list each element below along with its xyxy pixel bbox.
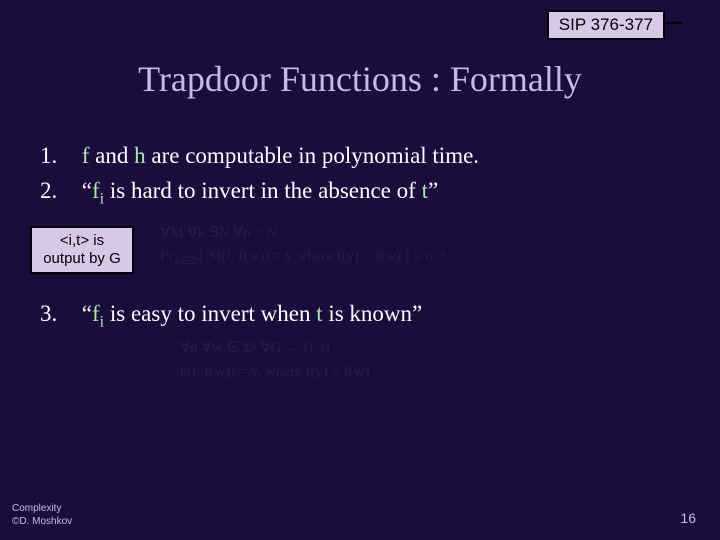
- math-block-hardness: ∀M ∀k ∃N ∀n > N Prw∈Σⁿ[ M(i, f(w)) = y w…: [160, 222, 446, 269]
- sip-label: SIP 376-377: [559, 15, 653, 34]
- item2-f: f: [92, 178, 100, 203]
- callout-line1: <i,t> is: [42, 232, 122, 250]
- page-number: 16: [680, 510, 696, 526]
- item1-and: and: [89, 143, 134, 168]
- math-block-easy: ∀n ∀w ∈ Σⁿ ∀G → (i, t) h(t, f(w)) = y, w…: [180, 336, 370, 384]
- callout-line2: output by G: [42, 250, 122, 268]
- math1-pr: Pr: [160, 248, 173, 264]
- item1-h: h: [134, 143, 146, 168]
- list-item-1: 1. f and h are computable in polynomial …: [40, 140, 690, 171]
- item-number: 2.: [40, 175, 76, 206]
- item2-q1: “: [82, 178, 92, 203]
- footer-line1: Complexity: [12, 502, 72, 515]
- item-number: 1.: [40, 140, 76, 171]
- item3-mid: is easy to invert when: [104, 301, 316, 326]
- sip-reference-box: SIP 376-377: [547, 10, 665, 40]
- item-number: 3.: [40, 298, 76, 329]
- math1-rest: [ M(i, f(w)) = y where f(y) = f(w) ] ≤ n…: [200, 248, 446, 264]
- slide-title: Trapdoor Functions : Formally: [0, 58, 720, 100]
- math1-sub: w∈Σⁿ: [173, 256, 199, 267]
- math1-line1: ∀M ∀k ∃N ∀n > N: [160, 222, 446, 245]
- sip-connector-line: [665, 22, 682, 24]
- footer: Complexity ©D. Moshkov: [12, 502, 72, 528]
- item2-mid: is hard to invert in the absence of: [104, 178, 421, 203]
- footer-line2: ©D. Moshkov: [12, 515, 72, 528]
- math2-line2: h(t, f(w)) = y, where f(y) = f(w): [180, 360, 370, 384]
- item3-q1: “: [82, 301, 92, 326]
- item1-rest: are computable in polynomial time.: [146, 143, 479, 168]
- math2-line1: ∀n ∀w ∈ Σⁿ ∀G → (i, t): [180, 336, 370, 360]
- item2-q2: ”: [428, 178, 438, 203]
- item3-rest: is known”: [323, 301, 423, 326]
- list-item-2: 2. “fi is hard to invert in the absence …: [40, 175, 690, 210]
- slide-body: 1. f and h are computable in polynomial …: [40, 140, 690, 214]
- callout-box: <i,t> is output by G: [30, 226, 134, 274]
- list-item-3: 3. “fi is easy to invert when t is known…: [40, 298, 690, 333]
- list-item-3-wrap: 3. “fi is easy to invert when t is known…: [40, 298, 690, 337]
- item3-f: f: [92, 301, 100, 326]
- math1-line2: Prw∈Σⁿ[ M(i, f(w)) = y where f(y) = f(w)…: [160, 245, 446, 270]
